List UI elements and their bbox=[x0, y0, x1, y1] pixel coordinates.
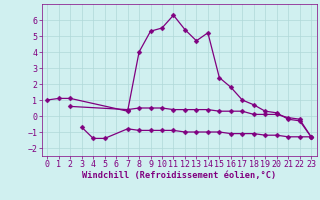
X-axis label: Windchill (Refroidissement éolien,°C): Windchill (Refroidissement éolien,°C) bbox=[82, 171, 276, 180]
